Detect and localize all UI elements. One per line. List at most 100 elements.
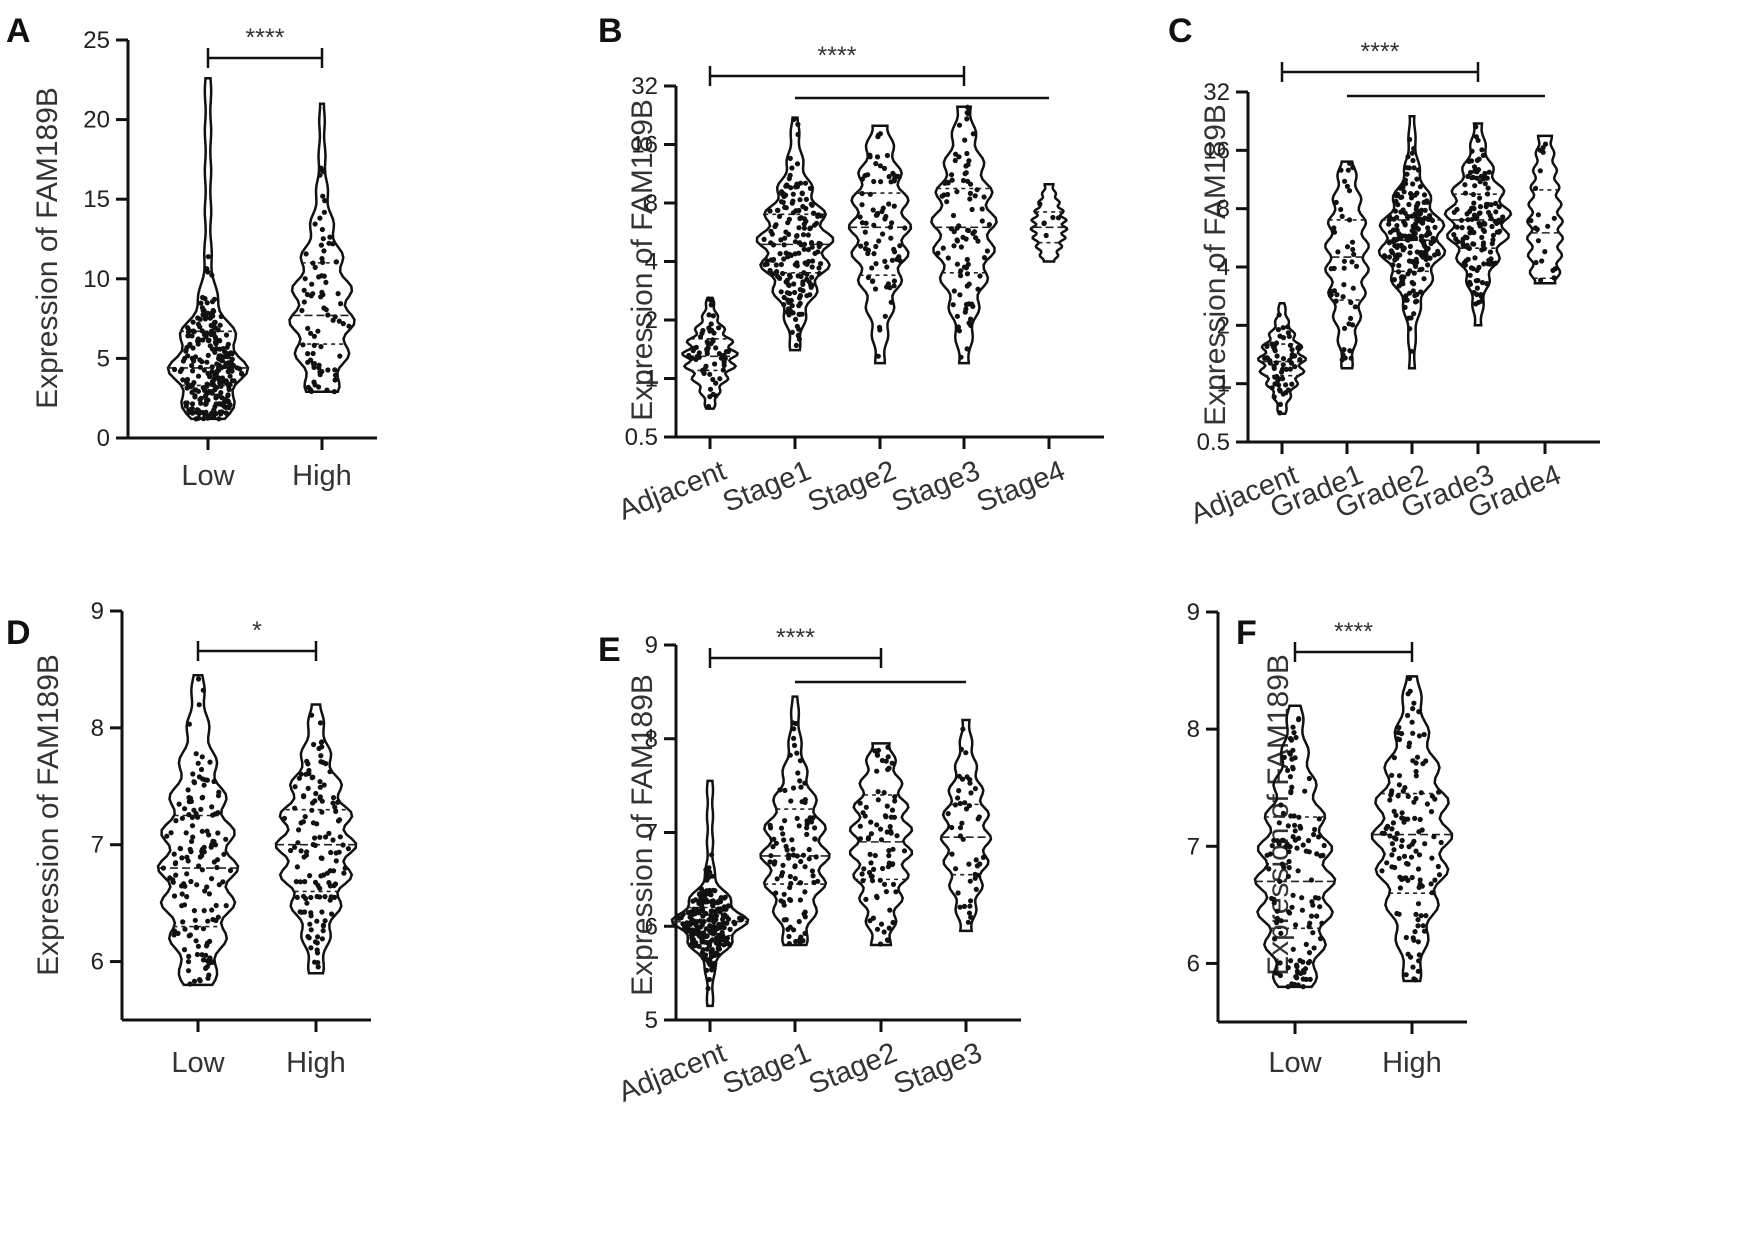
data-point <box>209 804 215 810</box>
data-point <box>199 828 205 834</box>
data-point <box>312 264 318 270</box>
data-point <box>1348 355 1354 361</box>
data-point <box>1454 224 1460 230</box>
data-point <box>966 910 973 916</box>
data-point <box>890 881 897 888</box>
data-point <box>1292 828 1298 834</box>
data-point <box>183 400 189 406</box>
data-point <box>888 299 894 305</box>
data-point <box>1288 958 1294 964</box>
data-point <box>781 302 787 308</box>
data-point <box>968 898 974 904</box>
data-point <box>301 299 307 305</box>
data-point <box>1453 236 1459 242</box>
data-point <box>896 257 902 263</box>
data-point <box>876 238 882 244</box>
data-point <box>1542 141 1549 147</box>
data-point <box>1458 217 1465 223</box>
data-point <box>186 933 192 939</box>
data-point <box>214 384 220 391</box>
data-point <box>1344 183 1350 189</box>
data-point <box>775 207 781 213</box>
data-point <box>696 943 702 950</box>
data-point <box>709 852 715 858</box>
data-point <box>181 902 188 908</box>
data-point <box>209 413 215 419</box>
data-point <box>1274 838 1281 844</box>
data-point <box>320 759 326 766</box>
data-point <box>783 229 789 235</box>
data-point <box>212 325 218 331</box>
data-point <box>786 933 792 940</box>
data-point <box>708 321 714 327</box>
data-point <box>1535 238 1541 244</box>
data-point <box>1487 261 1493 267</box>
data-point <box>968 790 974 796</box>
data-point <box>298 848 304 854</box>
x-tick-label: Adjacent <box>614 455 731 527</box>
data-point <box>1423 256 1429 262</box>
data-point <box>1466 158 1472 164</box>
data-point <box>887 224 894 230</box>
data-point <box>1412 977 1418 983</box>
data-point <box>802 889 808 895</box>
data-point <box>181 947 188 953</box>
y-axis-label-E: Expression of FAM189B <box>626 674 659 996</box>
data-point <box>1389 826 1395 832</box>
data-point <box>712 361 718 367</box>
data-point <box>767 208 773 214</box>
data-point <box>319 226 325 233</box>
data-point <box>324 387 330 393</box>
data-point <box>888 235 894 241</box>
data-point <box>958 244 965 250</box>
data-point <box>1407 326 1413 332</box>
data-point <box>1331 225 1337 231</box>
data-point <box>890 919 896 926</box>
data-point <box>1286 333 1292 339</box>
data-point <box>773 890 779 896</box>
data-point <box>796 250 802 256</box>
data-point <box>194 882 200 888</box>
data-point <box>777 787 783 793</box>
data-point <box>1037 201 1043 207</box>
data-point <box>332 377 338 383</box>
data-point <box>889 760 895 766</box>
data-point <box>1390 227 1397 233</box>
data-point <box>949 851 955 857</box>
data-point <box>1405 951 1411 957</box>
data-point <box>1294 975 1300 981</box>
data-point <box>201 908 207 914</box>
data-point <box>970 303 976 309</box>
data-point <box>1485 191 1491 197</box>
data-point <box>225 369 231 375</box>
data-point <box>1285 387 1291 393</box>
data-point <box>1388 248 1394 254</box>
violin-Stage1 <box>755 116 835 352</box>
data-point <box>310 841 316 848</box>
data-point <box>888 828 894 835</box>
data-point <box>897 243 903 249</box>
data-point <box>1421 276 1427 282</box>
data-point <box>1316 816 1322 822</box>
data-point <box>707 328 713 334</box>
data-point <box>1428 881 1434 887</box>
data-point <box>199 359 205 365</box>
points-Stage4 <box>1037 201 1062 239</box>
data-point <box>796 918 802 925</box>
data-point <box>312 835 318 841</box>
data-point <box>1280 362 1286 368</box>
data-point <box>302 879 308 885</box>
data-point <box>961 264 968 270</box>
data-point <box>867 918 873 924</box>
data-point <box>323 307 329 313</box>
data-point <box>714 939 721 946</box>
data-point <box>1295 868 1301 874</box>
data-point <box>1391 847 1397 853</box>
data-point <box>707 394 713 400</box>
data-point <box>885 766 891 773</box>
data-point <box>1353 263 1360 269</box>
data-point <box>881 881 888 887</box>
data-point <box>1275 327 1281 333</box>
points-Adjacent <box>1262 312 1303 416</box>
y-tick-label: 4 <box>1217 254 1230 281</box>
